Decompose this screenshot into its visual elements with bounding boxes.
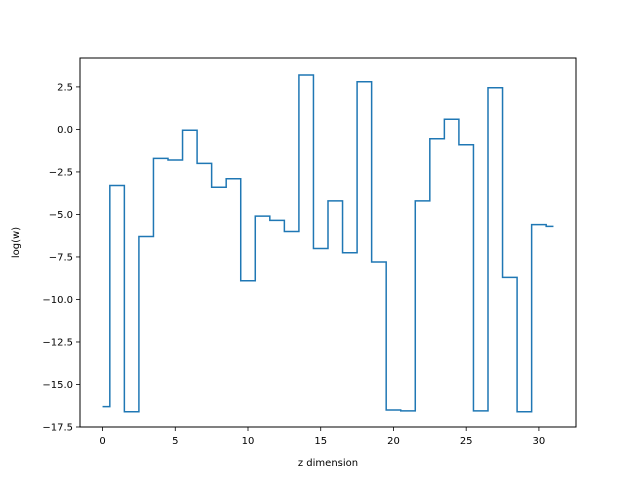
y-tick-label: −10.0 xyxy=(42,295,73,306)
y-tick-label: −17.5 xyxy=(42,423,73,434)
y-tick-label: −2.5 xyxy=(49,167,73,178)
x-axis-label: z dimension xyxy=(298,458,358,469)
x-tick-label: 10 xyxy=(242,436,255,447)
series-line-0 xyxy=(102,74,554,413)
x-axis: 0 5 10 15 20 25 30 xyxy=(99,427,545,447)
x-tick-label: 5 xyxy=(172,436,178,447)
x-tick-label: 15 xyxy=(314,436,327,447)
y-tick-label: −12.5 xyxy=(42,337,73,348)
y-tick-label: −15.0 xyxy=(42,380,73,391)
y-axis: 2.5 0.0 −2.5 −5.0 −7.5 −10.0 −12.5 −15.0 −17.5 xyxy=(42,82,80,434)
x-tick-label: 30 xyxy=(533,436,546,447)
series-layer xyxy=(102,74,554,413)
plot-frame xyxy=(79,57,577,428)
x-tick-label: 25 xyxy=(460,436,473,447)
y-tick-label: 2.5 xyxy=(57,82,73,93)
y-tick-label: 0.0 xyxy=(57,125,73,136)
y-tick-label: −7.5 xyxy=(49,252,73,263)
x-tick-label: 0 xyxy=(99,436,105,447)
x-tick-label: 20 xyxy=(387,436,400,447)
y-tick-label: −5.0 xyxy=(49,210,73,221)
y-axis-label: log(w) xyxy=(11,227,22,258)
